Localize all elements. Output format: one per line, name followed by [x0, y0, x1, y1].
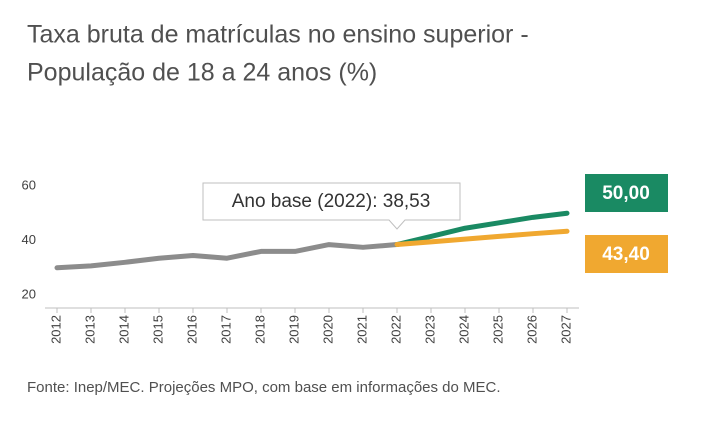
x-tick-label: 2013	[82, 315, 97, 344]
y-tick-label: 60	[22, 177, 36, 192]
chart-title: Taxa bruta de matrículas no ensino super…	[27, 21, 529, 49]
x-tick-label: 2027	[558, 315, 573, 344]
chart-subtitle: População de 18 a 24 anos (%)	[27, 59, 377, 87]
x-tick-label: 2024	[456, 315, 471, 344]
x-tick-label: 2021	[354, 315, 369, 344]
x-tick-label: 2018	[252, 315, 267, 344]
x-tick-label: 2014	[116, 315, 131, 344]
value-label-box	[585, 235, 668, 273]
value-label: 50,00	[602, 183, 650, 204]
x-tick-label: 2025	[490, 315, 505, 344]
annotation: Ano base (2022): 38,53	[232, 191, 431, 212]
data-line	[394, 210, 570, 248]
x-tick-label: 2020	[320, 315, 335, 344]
source-note: Fonte: Inep/MEC. Projeções MPO, com base…	[27, 379, 501, 396]
x-tick-label: 2016	[184, 315, 199, 344]
y-tick-label: 40	[22, 232, 36, 247]
x-tick-label: 2017	[218, 315, 233, 344]
x-tick-label: 2026	[524, 315, 539, 344]
x-tick-label: 2023	[422, 315, 437, 344]
x-tick-label: 2015	[150, 315, 165, 344]
x-tick-label: 2019	[286, 315, 301, 344]
value-label-box	[585, 174, 668, 212]
data-line	[54, 242, 400, 271]
annotation-box	[202, 182, 461, 230]
x-tick-label: 2022	[388, 315, 403, 344]
value-label: 43,40	[602, 244, 650, 265]
y-tick-label: 20	[22, 286, 36, 301]
x-tick-label: 2012	[48, 315, 63, 344]
data-line	[394, 228, 570, 248]
